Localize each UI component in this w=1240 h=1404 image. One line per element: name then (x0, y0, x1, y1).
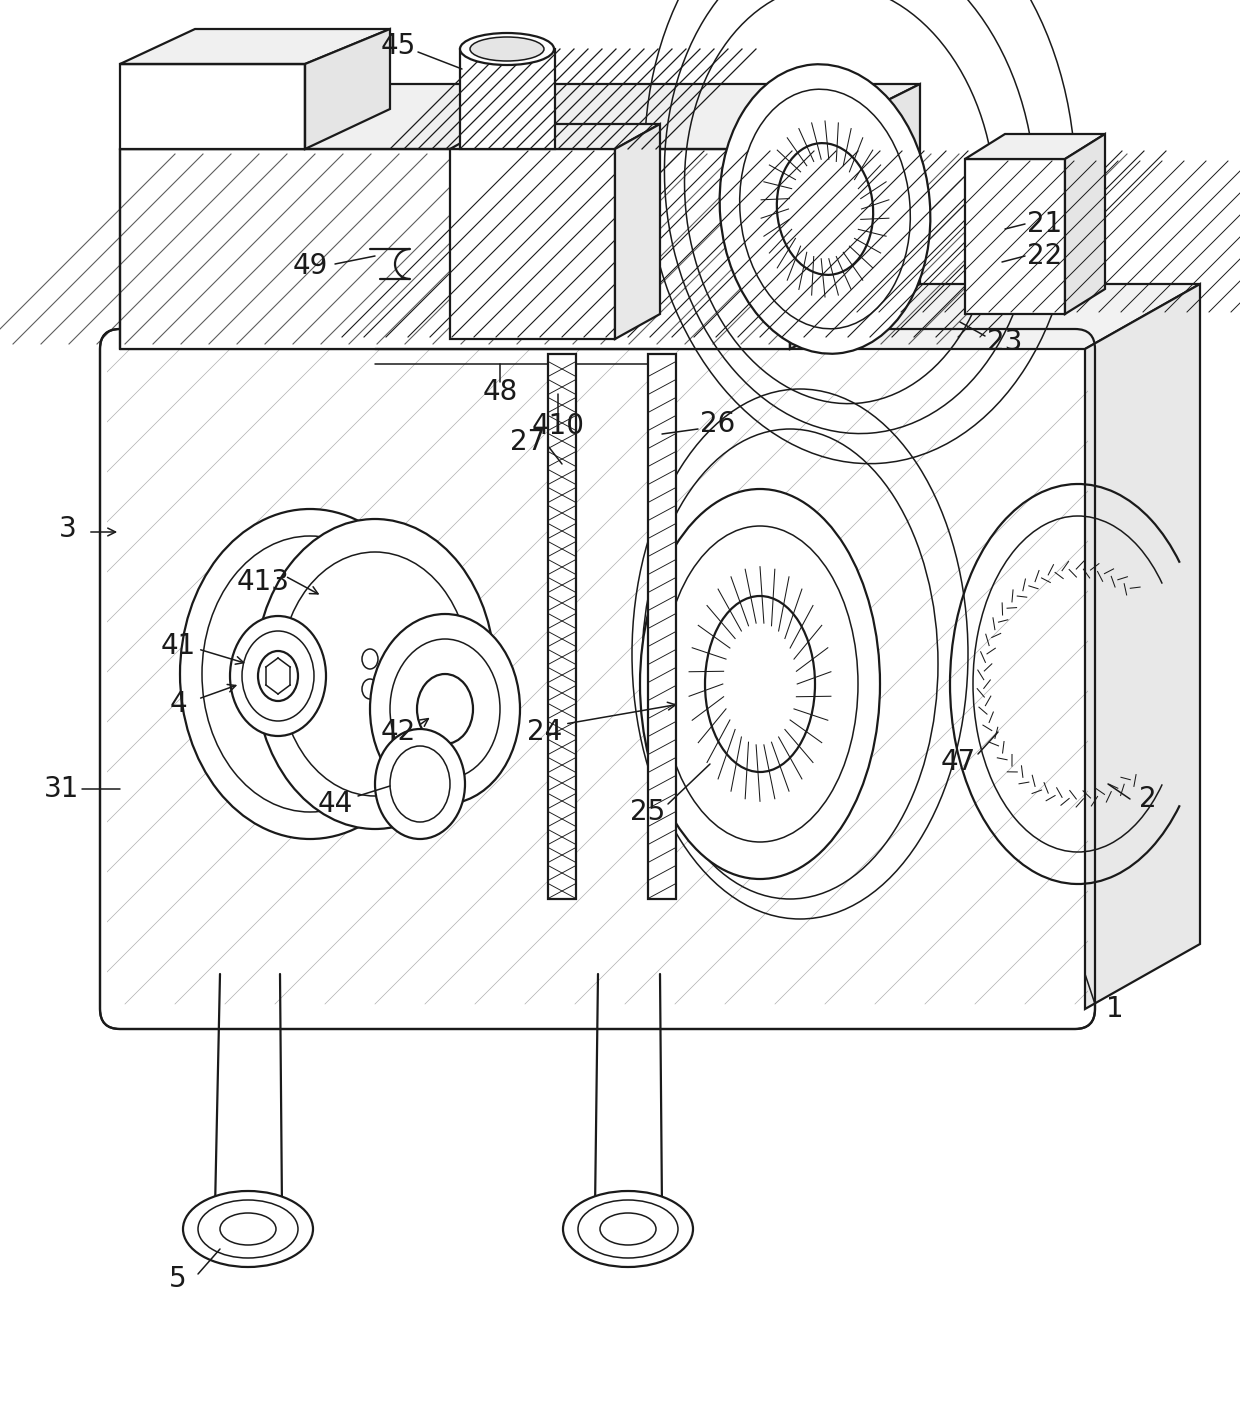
Text: 413: 413 (237, 569, 289, 597)
Bar (548, 354, 577, 899)
Ellipse shape (600, 1213, 656, 1245)
Bar (649, 354, 676, 899)
Ellipse shape (362, 680, 378, 699)
Polygon shape (120, 65, 305, 149)
Ellipse shape (362, 649, 378, 668)
Ellipse shape (470, 37, 544, 60)
Bar (965, 159, 1065, 314)
Polygon shape (120, 149, 790, 350)
Ellipse shape (563, 1191, 693, 1266)
Ellipse shape (255, 519, 495, 828)
Text: 48: 48 (482, 378, 517, 406)
Bar (453, 152, 613, 337)
Text: 27: 27 (511, 428, 546, 456)
Ellipse shape (460, 34, 554, 65)
Text: 24: 24 (527, 717, 563, 746)
Text: 26: 26 (701, 410, 735, 438)
Polygon shape (790, 84, 920, 350)
Bar (649, 355, 675, 899)
Text: 31: 31 (45, 775, 79, 803)
Polygon shape (615, 124, 660, 338)
Ellipse shape (740, 90, 910, 329)
Polygon shape (965, 133, 1105, 159)
Text: 47: 47 (940, 748, 976, 776)
Ellipse shape (180, 510, 440, 840)
Ellipse shape (202, 536, 418, 812)
Ellipse shape (229, 616, 326, 736)
Ellipse shape (374, 729, 465, 840)
Ellipse shape (391, 639, 500, 779)
Ellipse shape (219, 1213, 277, 1245)
Text: 22: 22 (1028, 241, 1063, 270)
Ellipse shape (184, 1191, 312, 1266)
Text: 41: 41 (160, 632, 196, 660)
Text: 3: 3 (60, 515, 77, 543)
Text: 1: 1 (1106, 995, 1123, 1024)
Text: 23: 23 (987, 329, 1023, 357)
Ellipse shape (391, 746, 450, 821)
Text: 25: 25 (630, 797, 666, 826)
Ellipse shape (706, 597, 815, 772)
FancyBboxPatch shape (100, 329, 1095, 1029)
Ellipse shape (662, 526, 858, 842)
Ellipse shape (417, 674, 472, 744)
Ellipse shape (198, 1200, 298, 1258)
Text: 49: 49 (293, 251, 327, 279)
Ellipse shape (719, 65, 930, 354)
Polygon shape (1085, 284, 1200, 1009)
Text: 45: 45 (381, 32, 415, 60)
Ellipse shape (242, 630, 314, 722)
Bar (450, 149, 615, 338)
Polygon shape (120, 84, 920, 149)
Polygon shape (305, 29, 391, 149)
Polygon shape (1065, 133, 1105, 314)
Text: 21: 21 (1028, 211, 1063, 239)
Text: 44: 44 (317, 790, 352, 819)
Text: 42: 42 (381, 717, 415, 746)
Ellipse shape (776, 143, 873, 275)
Ellipse shape (370, 614, 520, 804)
Ellipse shape (280, 552, 470, 796)
Bar (460, 49, 556, 149)
Text: 2: 2 (1140, 785, 1157, 813)
Ellipse shape (258, 651, 298, 701)
Ellipse shape (640, 489, 880, 879)
Bar (967, 161, 1063, 312)
Ellipse shape (578, 1200, 678, 1258)
Text: 410: 410 (532, 411, 584, 439)
Bar (549, 355, 575, 899)
Text: 4: 4 (169, 689, 187, 717)
Polygon shape (120, 29, 391, 65)
Text: 5: 5 (169, 1265, 187, 1293)
Bar (461, 51, 554, 147)
Bar (125, 154, 785, 344)
Polygon shape (450, 124, 660, 149)
Polygon shape (120, 284, 1200, 350)
